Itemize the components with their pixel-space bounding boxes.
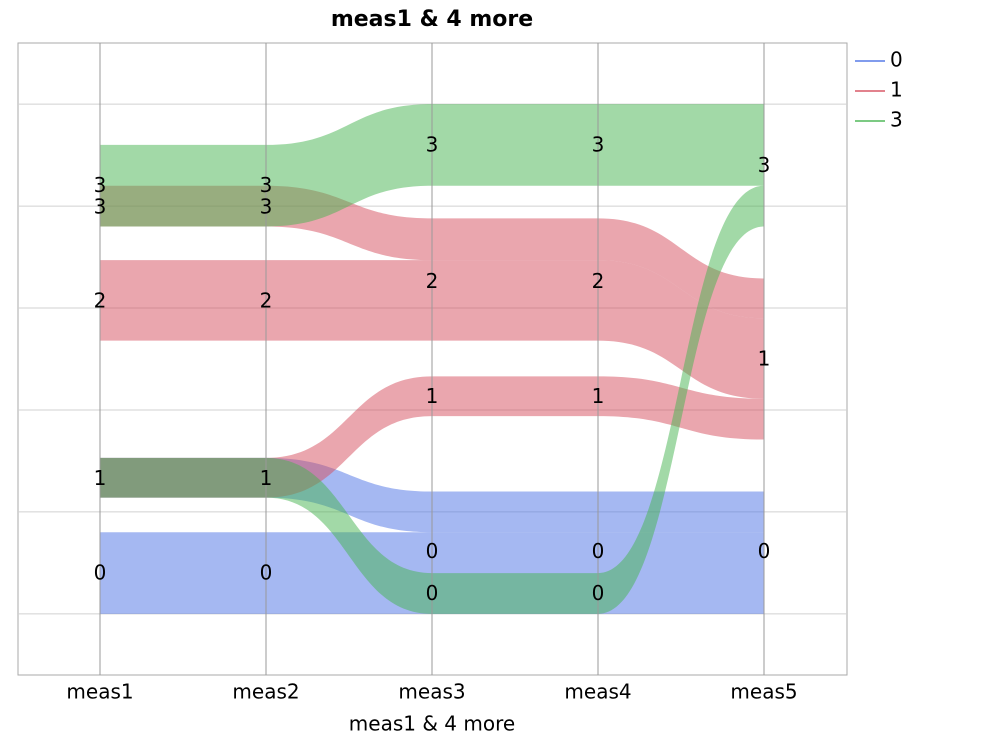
level-label: 2	[260, 288, 273, 312]
level-label: 0	[426, 539, 439, 563]
level-label: 0	[94, 561, 107, 585]
x-tick-label: meas3	[398, 680, 465, 704]
level-label: 0	[426, 581, 439, 605]
x-tick-label: meas5	[730, 680, 797, 704]
legend-label: 0	[890, 48, 903, 72]
level-label: 0	[592, 539, 605, 563]
legend-label: 3	[890, 108, 903, 132]
level-label: 1	[94, 466, 107, 490]
level-label: 3	[94, 173, 107, 197]
legend-label: 1	[890, 78, 903, 102]
level-label: 3	[94, 195, 107, 219]
level-label: 2	[592, 269, 605, 293]
level-label: 0	[260, 561, 273, 585]
x-tick-label: meas1	[66, 680, 133, 704]
level-label: 3	[260, 195, 273, 219]
level-label: 1	[592, 384, 605, 408]
level-label: 1	[426, 384, 439, 408]
level-label: 2	[94, 288, 107, 312]
x-tick-label: meas4	[564, 680, 631, 704]
level-label: 3	[592, 132, 605, 156]
level-label: 0	[592, 581, 605, 605]
level-label: 3	[426, 132, 439, 156]
level-label: 0	[758, 539, 771, 563]
level-label: 1	[260, 466, 273, 490]
level-label: 1	[758, 347, 771, 371]
x-axis-label: meas1 & 4 more	[349, 712, 515, 736]
level-label: 3	[260, 173, 273, 197]
level-label: 2	[426, 269, 439, 293]
x-tick-label: meas2	[232, 680, 299, 704]
level-label: 3	[758, 153, 771, 177]
chart-title: meas1 & 4 more	[331, 7, 533, 32]
